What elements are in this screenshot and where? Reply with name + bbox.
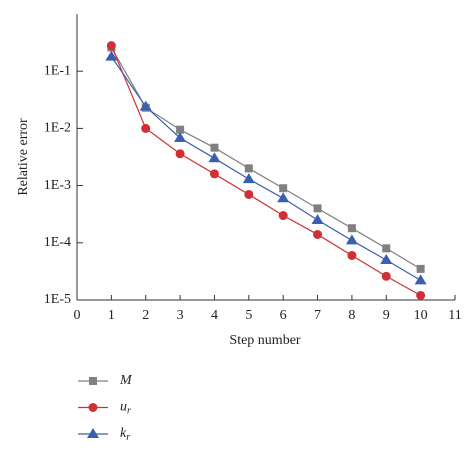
data-point	[209, 169, 219, 179]
legend-label: M	[119, 373, 133, 388]
x-axis-label: Step number	[229, 333, 300, 348]
data-point	[242, 173, 255, 184]
x-tick-label: 7	[314, 308, 321, 323]
legend-marker	[89, 377, 97, 385]
data-point	[279, 184, 288, 193]
data-point	[278, 211, 288, 221]
y-tick-label: 1E-1	[44, 63, 71, 78]
data-point	[380, 254, 393, 265]
data-point	[345, 234, 358, 245]
y-axis-label: Relative error	[16, 118, 31, 196]
data-point	[416, 290, 426, 300]
data-point	[208, 152, 221, 163]
x-tick-label: 5	[245, 308, 252, 323]
x-tick-label: 3	[177, 308, 184, 323]
data-point	[311, 214, 324, 225]
data-point	[347, 250, 357, 260]
data-point	[139, 100, 152, 111]
legend-label: ur	[120, 400, 131, 417]
data-point	[176, 125, 185, 134]
x-tick-label: 8	[348, 308, 355, 323]
series-line	[110, 56, 421, 281]
x-tick-label: 0	[74, 308, 81, 323]
data-point	[416, 264, 425, 273]
legend-label: kr	[120, 426, 130, 443]
data-point	[244, 164, 253, 173]
legend-marker	[87, 428, 99, 438]
x-tick-label: 2	[142, 308, 149, 323]
y-tick-label: 1E-3	[44, 178, 71, 193]
legend-marker	[88, 403, 98, 412]
data-point	[347, 224, 356, 233]
data-point	[106, 41, 116, 51]
data-point	[313, 229, 323, 239]
data-point	[244, 189, 254, 199]
data-point	[382, 244, 391, 253]
data-point	[175, 149, 185, 159]
x-tick-label: 9	[383, 308, 390, 323]
data-point	[313, 204, 322, 213]
y-tick-label: 1E-2	[44, 121, 71, 136]
data-point	[277, 192, 290, 203]
data-point	[381, 271, 391, 281]
x-tick-label: 6	[280, 308, 287, 323]
series-line	[110, 47, 421, 270]
x-tick-label: 1	[108, 308, 115, 323]
data-point	[105, 50, 118, 61]
data-point	[174, 131, 187, 142]
data-point	[210, 143, 219, 152]
data-point	[414, 274, 427, 285]
data-point	[141, 123, 151, 133]
x-tick-label: 10	[414, 308, 428, 323]
series-line	[110, 45, 421, 296]
y-tick-label: 1E-5	[44, 292, 71, 307]
x-tick-label: 4	[211, 308, 218, 323]
y-tick-label: 1E-4	[44, 235, 71, 250]
x-tick-label: 11	[448, 308, 461, 323]
